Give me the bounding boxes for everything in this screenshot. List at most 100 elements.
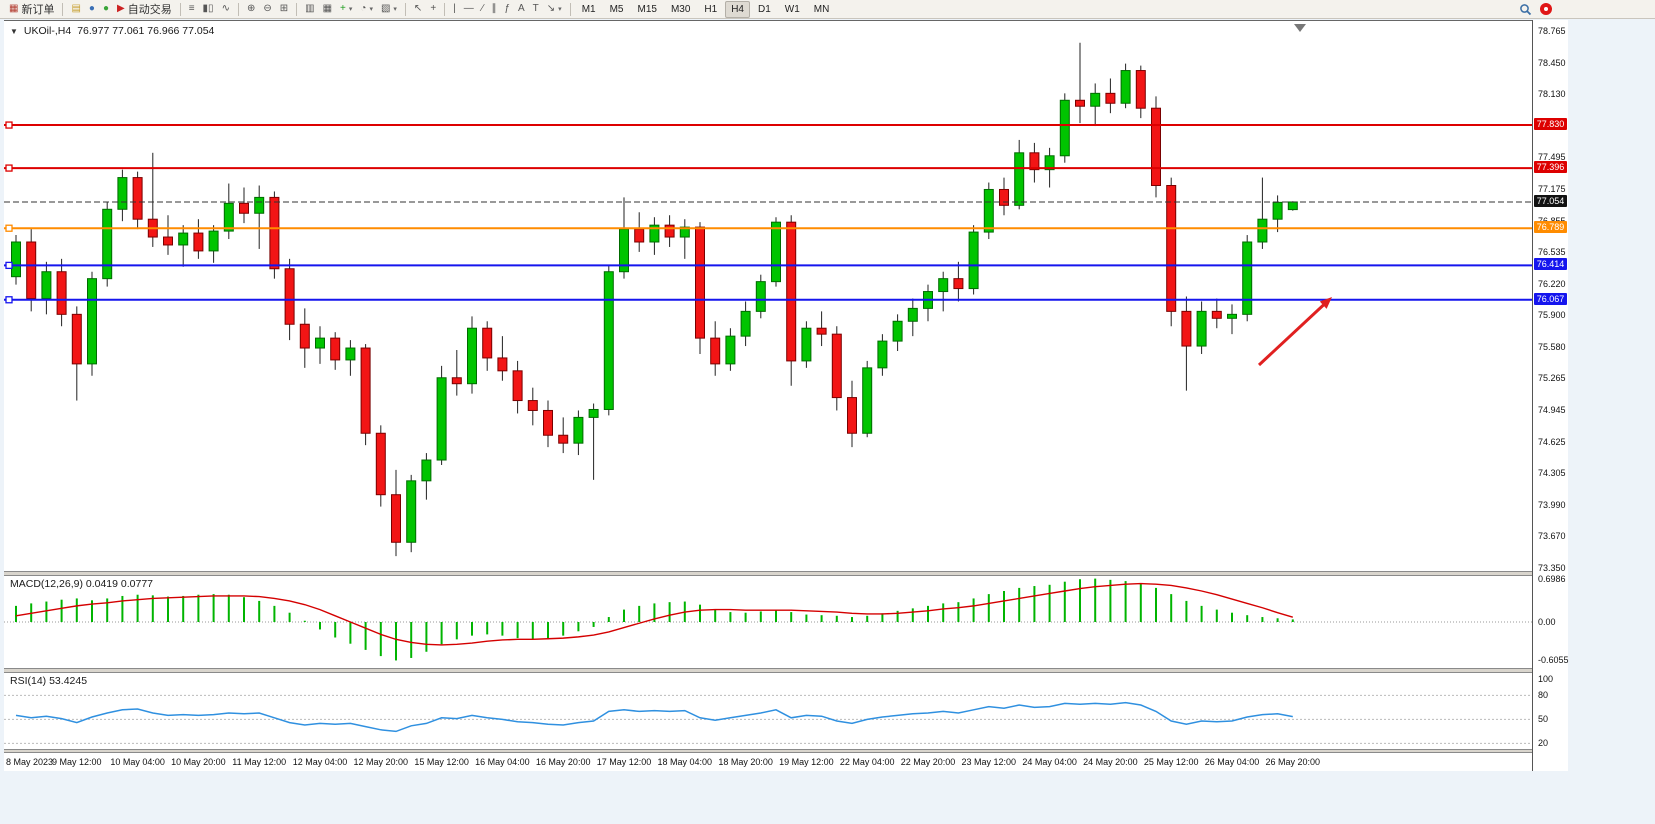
- arrows-button[interactable]: ↘ ▾: [544, 1, 565, 17]
- zoom-in-button[interactable]: ⊕: [244, 1, 258, 17]
- data-window-button[interactable]: ▦: [320, 1, 335, 17]
- candlestick-chart-button[interactable]: ▮▯: [200, 1, 217, 17]
- text-label-icon: T: [532, 3, 539, 14]
- fibonacci-icon: ƒ: [504, 3, 510, 14]
- text-button[interactable]: A: [515, 1, 528, 17]
- bar-chart-button[interactable]: ≡: [186, 1, 198, 17]
- candlestick-series[interactable]: [11, 42, 1298, 557]
- timeframe-m5[interactable]: M5: [609, 3, 624, 15]
- time-axis-label: 24 May 04:00: [1022, 757, 1077, 767]
- price-axis-tick: 75.580: [1538, 342, 1566, 353]
- price-axis[interactable]: 78.76578.45078.13077.81577.49577.17576.8…: [1532, 20, 1569, 771]
- template-icon: ▧: [380, 3, 391, 14]
- time-axis-label: 22 May 20:00: [900, 757, 956, 767]
- candlestick-chart[interactable]: [4, 21, 1532, 572]
- time-axis-label: 16 May 20:00: [535, 757, 591, 767]
- panel-separator[interactable]: [4, 668, 1568, 673]
- candlestick-chart-icon: ▮▯: [202, 3, 214, 14]
- navigator-button[interactable]: ▥: [302, 1, 317, 17]
- time-axis[interactable]: 8 May 2023 9 May 12:00 10 May 04:00 10 May …: [4, 753, 1532, 771]
- toolbar-group: ▦ 新订单: [3, 1, 60, 17]
- timeframe-m15[interactable]: M15: [637, 3, 657, 15]
- price-level-line[interactable]: [4, 261, 1532, 270]
- macd-chart[interactable]: [4, 576, 1532, 668]
- trendline-button[interactable]: ∕: [479, 1, 487, 17]
- timeframe-m1[interactable]: M1: [581, 3, 596, 15]
- price-axis-tick: 73.350: [1538, 563, 1566, 574]
- arrows-icon: ↘: [546, 3, 556, 14]
- timeframe-w1[interactable]: W1: [784, 3, 800, 15]
- search-icon[interactable]: [1519, 3, 1532, 16]
- collapse-icon[interactable]: ▼: [10, 26, 18, 36]
- autotrade-button[interactable]: ▶ 自动交易: [114, 1, 175, 17]
- toolbar-group: ▤ ● ● ▶ 自动交易: [65, 1, 177, 17]
- dropdown-caret-icon: ▾: [393, 6, 397, 13]
- main-chart-panel[interactable]: ▼ UKOil-,H4 76.977 77.061 76.966 77.054: [4, 20, 1532, 572]
- current-price-badge: 77.054: [1534, 194, 1567, 207]
- time-axis-label: 15 May 12:00: [414, 757, 469, 767]
- profiles-button[interactable]: ●: [86, 1, 98, 17]
- time-axis-label: 24 May 20:00: [1083, 757, 1138, 767]
- period-button[interactable]: ◔ ▾: [357, 1, 376, 17]
- rsi-axis-tick: 20: [1538, 738, 1549, 749]
- price-level-badge: 76.414: [1534, 258, 1567, 271]
- notification-badge[interactable]: [1540, 3, 1552, 15]
- panel-separator[interactable]: [4, 571, 1568, 576]
- bar-chart-icon: ≡: [188, 3, 195, 14]
- time-axis-label: 10 May 20:00: [171, 757, 226, 767]
- crosshair-button[interactable]: +: [427, 1, 439, 17]
- price-level-badge: 77.396: [1534, 161, 1567, 174]
- time-axis-label: 11 May 12:00: [232, 757, 287, 767]
- price-level-line[interactable]: [4, 296, 1532, 304]
- price-axis-tick: 74.945: [1538, 404, 1566, 415]
- tile-windows-icon: ⊞: [279, 3, 289, 14]
- toolbar: ▦ 新订单 ▤ ● ● ▶ 自动交易 ≡ ▮▯ ∿ ⊕ ⊖ ⊞ ▥ ▦ + ▾ ◔ ▾ ▧ ▾ ↖ + | — ∕ ∥ ƒ A T ↘ ▾ M1…: [0, 0, 1655, 19]
- rsi-chart[interactable]: [4, 673, 1532, 749]
- dropdown-caret-icon: ▾: [558, 6, 562, 13]
- horizontal-line-button[interactable]: —: [461, 1, 477, 17]
- template-button[interactable]: ▧ ▾: [378, 1, 400, 17]
- line-chart-button[interactable]: ∿: [219, 1, 233, 17]
- add-indicator-button[interactable]: + ▾: [337, 1, 355, 17]
- timeframe-h4[interactable]: H4: [725, 0, 750, 18]
- timeframe-d1[interactable]: D1: [758, 3, 771, 15]
- toolbar-right: [1519, 3, 1652, 16]
- arrow-annotation[interactable]: [1257, 297, 1332, 367]
- time-axis-label: 12 May 20:00: [353, 757, 409, 767]
- price-level-line[interactable]: [4, 121, 1532, 129]
- toolbar-separator: [296, 2, 298, 16]
- text-label-button[interactable]: T: [530, 1, 542, 17]
- new-order-button[interactable]: ▦ 新订单: [6, 1, 57, 17]
- line-chart-icon: ∿: [221, 3, 230, 14]
- macd-panel[interactable]: MACD(12,26,9) 0.0419 0.0777: [4, 576, 1532, 668]
- rsi-panel[interactable]: RSI(14) 53.4245: [4, 673, 1532, 749]
- toolbar-group: ▥ ▦ + ▾ ◔ ▾ ▧ ▾: [299, 1, 403, 17]
- autotrade-icon: ▶: [117, 3, 125, 14]
- channel-button[interactable]: ∥: [488, 1, 499, 17]
- tile-windows-button[interactable]: ⊞: [277, 1, 291, 17]
- chart-area: ▼ UKOil-,H4 76.977 77.061 76.966 77.054 …: [4, 20, 1569, 771]
- toolbar-separator: [444, 2, 446, 16]
- price-level-line[interactable]: [4, 164, 1532, 172]
- fibonacci-button[interactable]: ƒ: [501, 1, 513, 17]
- macd-signal-line: [15, 582, 1293, 646]
- rsi-axis-tick: 80: [1538, 690, 1549, 701]
- price-level-badge: 76.789: [1534, 221, 1567, 234]
- timeframe-m30[interactable]: M30: [670, 3, 691, 15]
- vertical-line-button[interactable]: |: [450, 1, 459, 17]
- timeframe-mn[interactable]: MN: [813, 3, 830, 15]
- macd-axis-tick: -0.6055: [1538, 654, 1569, 665]
- toolbar-separator: [237, 2, 239, 16]
- price-axis-tick: 76.220: [1538, 278, 1566, 289]
- cursor-button[interactable]: ↖: [411, 1, 425, 17]
- time-axis-label: 12 May 04:00: [292, 757, 348, 767]
- zoom-out-button[interactable]: ⊖: [260, 1, 274, 17]
- chart-shift-marker[interactable]: [1294, 24, 1306, 32]
- price-level-line[interactable]: [4, 224, 1532, 232]
- timeframe-h1[interactable]: H1: [704, 3, 718, 15]
- rsi-axis-tick: 100: [1538, 674, 1554, 685]
- market-watch-button[interactable]: ●: [100, 1, 112, 17]
- price-axis-tick: 73.990: [1538, 499, 1566, 510]
- charts-button[interactable]: ▤: [68, 1, 83, 17]
